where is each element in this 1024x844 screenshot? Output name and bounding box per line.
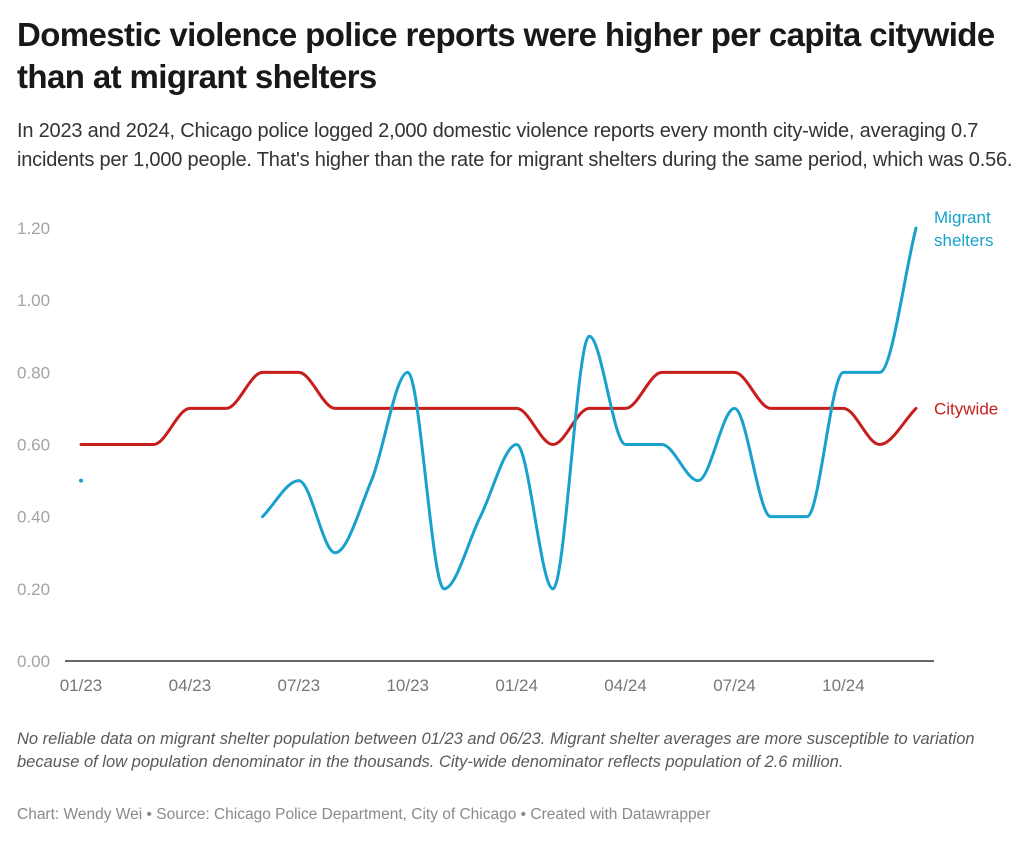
x-axis: 01/23 04/23 07/23 10/23 01/24 04/24 07/24 10/24 bbox=[60, 660, 934, 695]
y-tick-label: 0.00 bbox=[17, 652, 50, 671]
data-point-migrant-shelters bbox=[79, 478, 83, 483]
series-labels: Citywide Migrant shelters bbox=[934, 208, 998, 418]
y-axis: 0.00 0.20 0.40 0.60 0.80 1.00 1.20 bbox=[17, 219, 50, 671]
line-migrant-shelters bbox=[261, 226, 918, 591]
chart-subtitle: In 2023 and 2024, Chicago police logged … bbox=[17, 120, 1013, 171]
y-tick-label: 0.80 bbox=[17, 363, 50, 382]
y-tick-label: 1.00 bbox=[17, 291, 50, 310]
series-migrant-shelters bbox=[79, 226, 918, 591]
x-tick-label: 04/23 bbox=[169, 676, 212, 695]
y-tick-label: 0.60 bbox=[17, 436, 50, 455]
y-tick-label: 0.20 bbox=[17, 580, 50, 599]
series-citywide bbox=[79, 370, 918, 446]
x-tick-label: 10/24 bbox=[822, 676, 865, 695]
x-tick-label: 01/23 bbox=[60, 676, 103, 695]
x-tick-label: 07/23 bbox=[278, 676, 321, 695]
series-lines bbox=[79, 226, 918, 591]
y-tick-label: 0.40 bbox=[17, 508, 50, 527]
x-tick-label: 01/24 bbox=[495, 676, 538, 695]
x-tick-label: 07/24 bbox=[713, 676, 756, 695]
chart-title: Domestic violence police reports were hi… bbox=[17, 16, 995, 95]
chart-footer: Chart: Wendy Wei • Source: Chicago Polic… bbox=[17, 806, 711, 823]
series-label-migrant-shelters: Migrant shelters bbox=[934, 208, 994, 250]
line-chart: 0.000.200.400.600.801.001.20 01/23 04/23 0… bbox=[17, 208, 998, 695]
series-label-citywide: Citywide bbox=[934, 399, 998, 418]
line-citywide bbox=[79, 370, 918, 446]
x-tick-label: 04/24 bbox=[604, 676, 647, 695]
chart-notes: No reliable data on migrant shelter popu… bbox=[17, 730, 975, 771]
y-tick-label: 1.20 bbox=[17, 219, 50, 238]
x-tick-label: 10/23 bbox=[386, 676, 429, 695]
